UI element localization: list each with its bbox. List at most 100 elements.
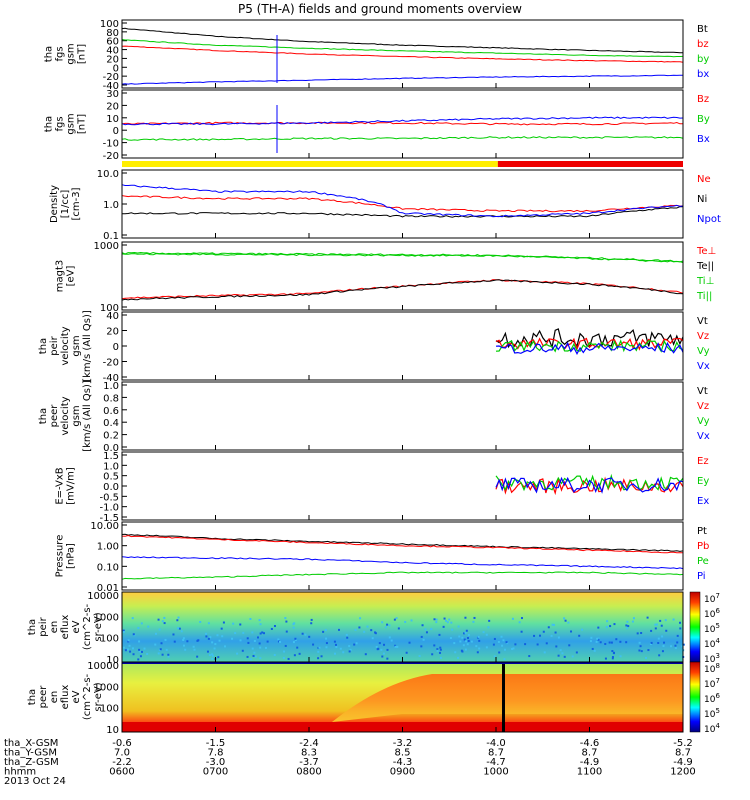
spectrogram-pixel	[273, 653, 276, 656]
spectrogram-pixel	[294, 638, 297, 641]
spectrogram-pixel	[636, 632, 639, 635]
spectrogram-pixel	[279, 640, 282, 643]
spectrogram-pixel	[405, 651, 408, 654]
ytick-label: 100	[100, 634, 119, 645]
spectrogram-pixel	[663, 641, 666, 644]
spectrogram-pixel	[386, 623, 389, 626]
spectrogram-pixel	[511, 647, 514, 650]
xaxis-value: 7.8	[208, 748, 224, 759]
ylabel-line: [km/s (All Qs)]	[82, 380, 93, 452]
spectrogram-pixel	[160, 642, 163, 645]
legend-entry: Ez	[697, 456, 709, 467]
ytick-label: 20	[106, 101, 119, 112]
ylabel-line: [nPa]	[66, 543, 77, 569]
spectrogram-pixel	[457, 625, 460, 628]
spectrogram-pixel	[193, 648, 196, 651]
colorbar-label: 106	[704, 607, 720, 620]
spectrogram-pixel	[363, 630, 366, 633]
spectrogram-pixel	[253, 639, 256, 642]
spectrogram-pixel	[205, 632, 208, 635]
colorbar-exponent: 6	[715, 607, 720, 615]
ytick-label: -20	[103, 358, 119, 369]
xaxis-value: 8.7	[582, 748, 598, 759]
spectrogram-pixel	[497, 640, 500, 643]
series-line	[121, 533, 684, 552]
ytick-label: 60	[106, 37, 119, 48]
spectrogram-pixel	[239, 623, 242, 626]
series-line	[121, 39, 684, 58]
ion-spectrogram	[122, 592, 683, 662]
series-line	[121, 556, 684, 570]
spectrogram-pixel	[442, 625, 445, 628]
legend-entry: Vz	[697, 401, 709, 412]
spectrogram-pixel	[518, 621, 521, 624]
colorbar-label: 107	[704, 677, 720, 690]
panel-density: Density [1/cc] [cm-3] 10.0 1.0 0.1 Ne Ni Npot	[49, 169, 721, 242]
xaxis-value: 8.3	[301, 748, 317, 759]
spectrogram-pixel	[676, 634, 679, 637]
spectrogram-pixel	[543, 651, 546, 654]
ytick-label: 30	[106, 89, 119, 100]
spectrogram-pixel	[317, 657, 320, 660]
spectrogram-pixel	[418, 655, 421, 658]
spectrogram-pixel	[298, 652, 301, 655]
ytick-label: 100	[100, 19, 119, 30]
spectrogram-pixel	[420, 635, 423, 638]
ylabel-line: en	[49, 621, 60, 634]
spectrogram-pixel	[394, 645, 397, 648]
spectrogram-pixel	[205, 635, 208, 638]
series-line	[121, 116, 684, 126]
series-line	[121, 195, 684, 213]
colorbar-label: 107	[704, 592, 720, 605]
colorbar	[689, 661, 701, 733]
ytick-label: 0.8	[103, 393, 119, 404]
ytick-label: -40	[103, 81, 119, 92]
spectrogram-pixel	[254, 655, 257, 658]
spectrogram-pixel	[487, 626, 490, 629]
spectrogram-pixel	[557, 654, 560, 657]
xaxis-value: 0700	[203, 767, 228, 778]
spectrogram-pixel	[234, 632, 237, 635]
xaxis-value: -2.2	[112, 757, 132, 768]
spectrogram-pixel	[199, 620, 202, 623]
legend-entry: Vz	[697, 331, 709, 342]
spectrogram-pixel	[320, 655, 323, 658]
spectrogram-pixel	[466, 643, 469, 646]
spectrogram-pixel	[424, 628, 427, 631]
legend-entry: by	[697, 54, 709, 65]
spectrogram-pixel	[563, 655, 566, 658]
spectrogram-pixel	[446, 621, 449, 624]
spectrogram-pixel	[561, 652, 564, 655]
spectrogram-pixel	[382, 652, 385, 655]
spectrogram-pixel	[159, 648, 162, 651]
spectrogram-pixel	[596, 637, 599, 640]
spectrogram-pixel	[132, 633, 135, 636]
colorbar-label: 105	[704, 622, 720, 635]
spectrogram-pixel	[143, 647, 146, 650]
spectrogram-pixel	[232, 622, 235, 625]
spectrogram-pixel	[349, 648, 352, 651]
panel-peer_vel: tha peer velocity gsm [km/s (All Qs)] 1.00.8 0…	[38, 380, 710, 454]
spectrogram-pixel	[386, 657, 389, 660]
spectrogram-pixel	[464, 648, 467, 651]
spectrogram-pixel	[231, 637, 234, 640]
spectrogram-pixel	[563, 617, 566, 620]
status-bar-yellow	[122, 161, 498, 167]
ylabel-line: tha	[44, 46, 55, 62]
xaxis-value: 0800	[296, 767, 321, 778]
spectrogram-pixel	[475, 645, 478, 648]
spectrogram-pixel	[511, 617, 514, 620]
spectrogram-pixel	[611, 657, 614, 660]
series-line	[495, 339, 684, 353]
spectrogram-pixel	[453, 642, 456, 645]
spectrogram-pixel	[140, 650, 143, 653]
ylabel-line: tha	[27, 619, 38, 635]
legend-entry: Bx	[697, 134, 710, 145]
xaxis-value: -5.2	[673, 738, 693, 749]
spectrogram-pixel	[165, 648, 168, 651]
spectrogram-pixel	[139, 655, 142, 658]
ytick-label: -1.5	[99, 513, 119, 524]
ylabel-line: velocity	[60, 326, 71, 365]
spectrogram-pixel	[458, 635, 461, 638]
